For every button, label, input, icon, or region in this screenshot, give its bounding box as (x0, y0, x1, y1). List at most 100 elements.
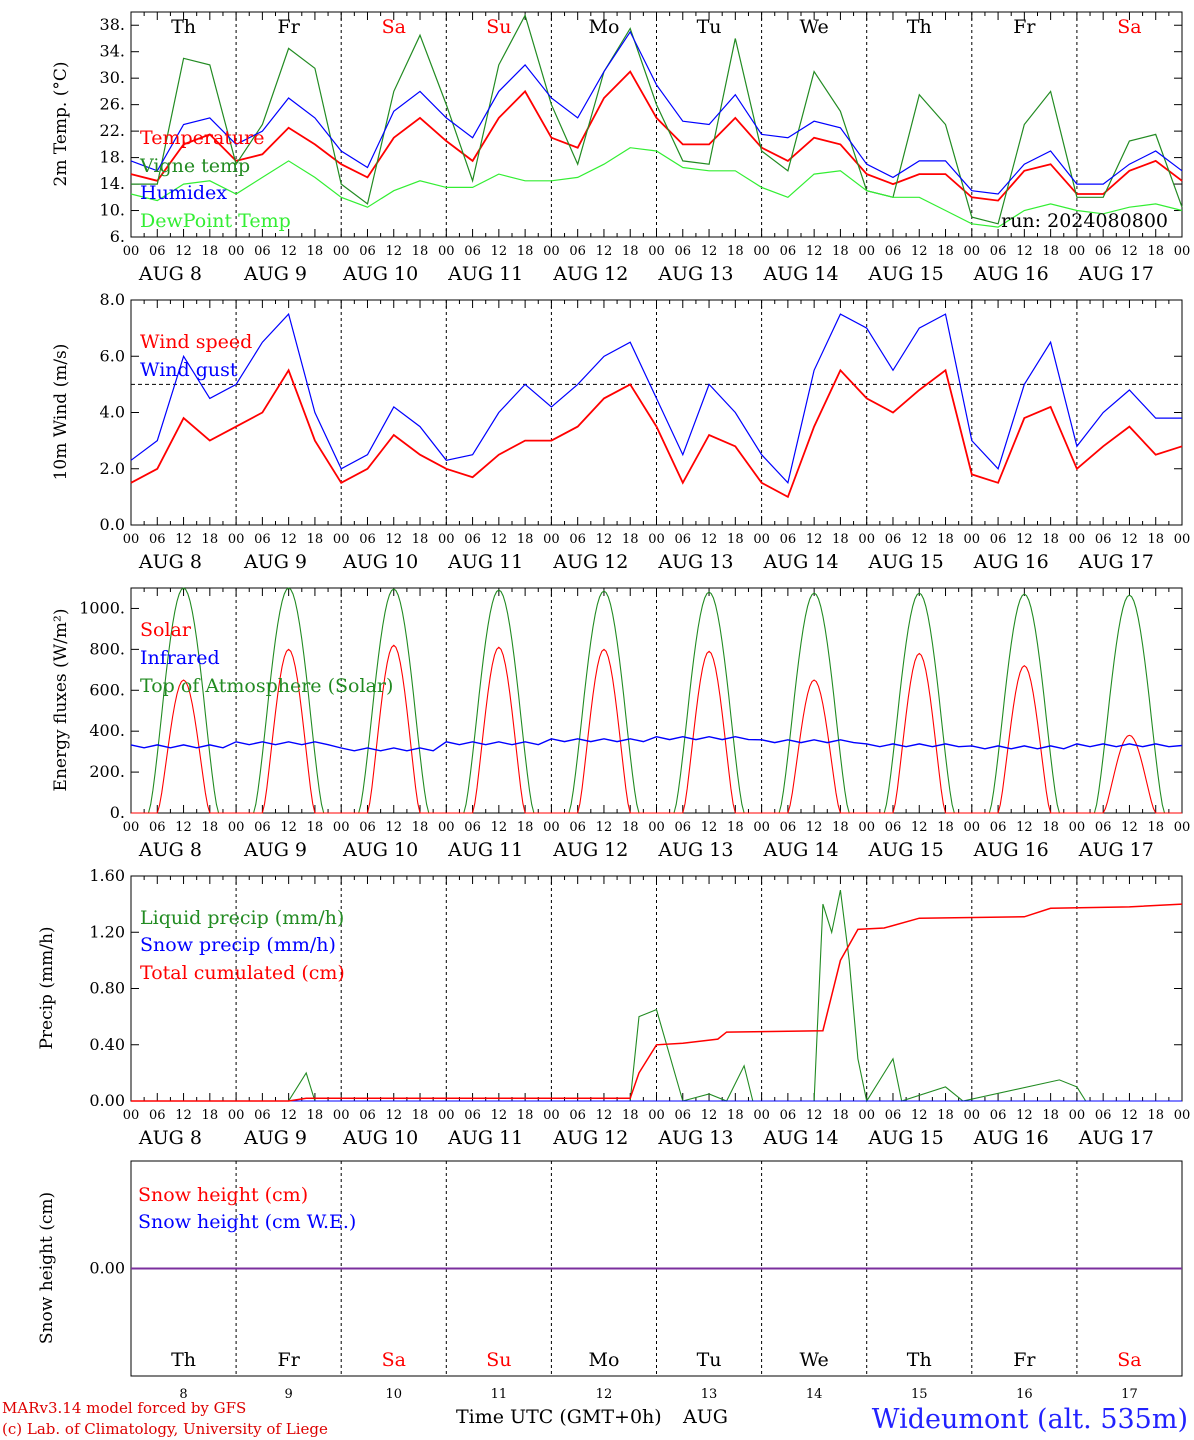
x-hour-label: 18 (307, 820, 324, 835)
y-tick-label: 26. (100, 95, 125, 114)
x-hour-label: 12 (806, 1108, 823, 1123)
x-hour-label: 18 (622, 820, 639, 835)
day-name-bottom: Th (171, 1349, 196, 1371)
x-hour-label: 00 (543, 820, 560, 835)
x-hour-label: 18 (517, 244, 534, 259)
x-hour-label: 12 (1121, 820, 1138, 835)
series-top-of-atmosphere-solar- (131, 587, 1182, 814)
footer-model: MARv3.14 model forced by GFS (2, 1399, 246, 1417)
day-name-bottom: Su (486, 1349, 511, 1371)
x-hour-label: 18 (832, 1108, 849, 1123)
x-hour-label: 12 (701, 244, 718, 259)
day-number: 9 (285, 1387, 293, 1402)
x-date-label: AUG 17 (1078, 263, 1154, 285)
x-hour-label: 00 (333, 244, 350, 259)
legend-temperature: Temperature (140, 127, 264, 149)
x-hour-label: 18 (1147, 820, 1164, 835)
x-hour-label: 06 (569, 532, 586, 547)
day-name-top: Fr (1013, 16, 1036, 38)
legend-infrared: Infrared (140, 647, 220, 669)
x-hour-label: 00 (1069, 532, 1086, 547)
day-number: 13 (701, 1387, 718, 1402)
x-hour-label: 00 (1069, 244, 1086, 259)
x-date-label: AUG 17 (1078, 1127, 1154, 1149)
x-hour-label: 12 (491, 244, 508, 259)
day-number: 12 (596, 1387, 613, 1402)
x-hour-label: 00 (964, 1108, 981, 1123)
x-date-label: AUG 14 (762, 263, 838, 285)
x-date-label: AUG 9 (243, 551, 307, 573)
x-hour-label: 06 (1095, 820, 1112, 835)
series-wind-speed (130, 368, 1183, 499)
x-date-label: AUG 15 (868, 263, 944, 285)
x-hour-label: 12 (701, 532, 718, 547)
x-hour-label: 00 (648, 820, 665, 835)
x-hour-label: 12 (596, 1108, 613, 1123)
x-hour-label: 18 (832, 244, 849, 259)
day-number: 10 (385, 1387, 402, 1402)
x-hour-label: 00 (543, 1108, 560, 1123)
series-humidex (130, 30, 1183, 195)
x-hour-label: 18 (727, 820, 744, 835)
x-hour-label: 00 (333, 820, 350, 835)
x-hour-label: 00 (1174, 532, 1191, 547)
day-number: 15 (911, 1387, 928, 1402)
x-hour-label: 06 (149, 1108, 166, 1123)
x-hour-label: 12 (1121, 1108, 1138, 1123)
day-name-top: Fr (278, 16, 301, 38)
x-hour-label: 00 (228, 1108, 245, 1123)
day-number: 17 (1121, 1387, 1138, 1402)
series-dewpoint-temp (130, 147, 1183, 228)
x-hour-label: 18 (412, 1108, 429, 1123)
x-hour-label: 18 (937, 532, 954, 547)
x-date-label: AUG 10 (342, 839, 418, 861)
x-hour-label: 06 (569, 1108, 586, 1123)
x-hour-label: 18 (202, 820, 219, 835)
x-date-label: AUG 9 (243, 839, 307, 861)
x-hour-label: 06 (675, 820, 692, 835)
x-date-label: AUG 8 (138, 839, 202, 861)
series-vigne-temp (131, 13, 1183, 225)
legend-humidex: Humidex (140, 182, 227, 204)
x-hour-label: 00 (1069, 1108, 1086, 1123)
x-hour-label: 12 (175, 1108, 192, 1123)
series-total-cumulated-cm- (131, 903, 1183, 1102)
day-number: 11 (491, 1387, 508, 1402)
y-tick-label: 6. (110, 227, 125, 246)
footer-copyright: (c) Lab. of Climatology, University of L… (2, 1420, 328, 1438)
x-hour-label: 06 (1095, 532, 1112, 547)
x-hour-label: 18 (937, 820, 954, 835)
x-hour-label: 12 (385, 532, 402, 547)
y-tick-label: 6.0 (100, 346, 125, 365)
station-label: Wideumont (alt. 535m) (872, 1404, 1188, 1435)
legend-snow-height: Snow height (cm) (138, 1184, 308, 1206)
x-date-label: AUG 8 (138, 263, 202, 285)
x-hour-label: 12 (280, 820, 297, 835)
y-tick-label: 4.0 (100, 403, 125, 422)
x-hour-label: 12 (385, 1108, 402, 1123)
ylabel-wind: 10m Wind (m/s) (51, 344, 71, 481)
x-date-label: AUG 14 (762, 839, 838, 861)
x-hour-label: 12 (701, 820, 718, 835)
x-date-label: AUG 11 (447, 263, 523, 285)
x-hour-label: 00 (753, 820, 770, 835)
x-hour-label: 00 (228, 244, 245, 259)
x-date-label: AUG 12 (552, 263, 628, 285)
y-tick-label: 0. (110, 803, 125, 822)
x-hour-label: 00 (1174, 820, 1191, 835)
day-name-top: Sa (382, 16, 406, 38)
day-name-top: Su (486, 16, 511, 38)
y-tick-label: 2.0 (100, 459, 125, 478)
y-tick-label: 38. (100, 15, 125, 34)
y-tick-label: 1000. (79, 598, 125, 617)
y-tick-label: 800. (89, 639, 125, 658)
x-hour-label: 06 (1095, 244, 1112, 259)
legend-vigne: Vigne temp (139, 155, 250, 177)
x-hour-label: 00 (858, 820, 875, 835)
x-hour-label: 12 (491, 1108, 508, 1123)
x-hour-label: 06 (149, 532, 166, 547)
x-hour-label: 00 (648, 532, 665, 547)
